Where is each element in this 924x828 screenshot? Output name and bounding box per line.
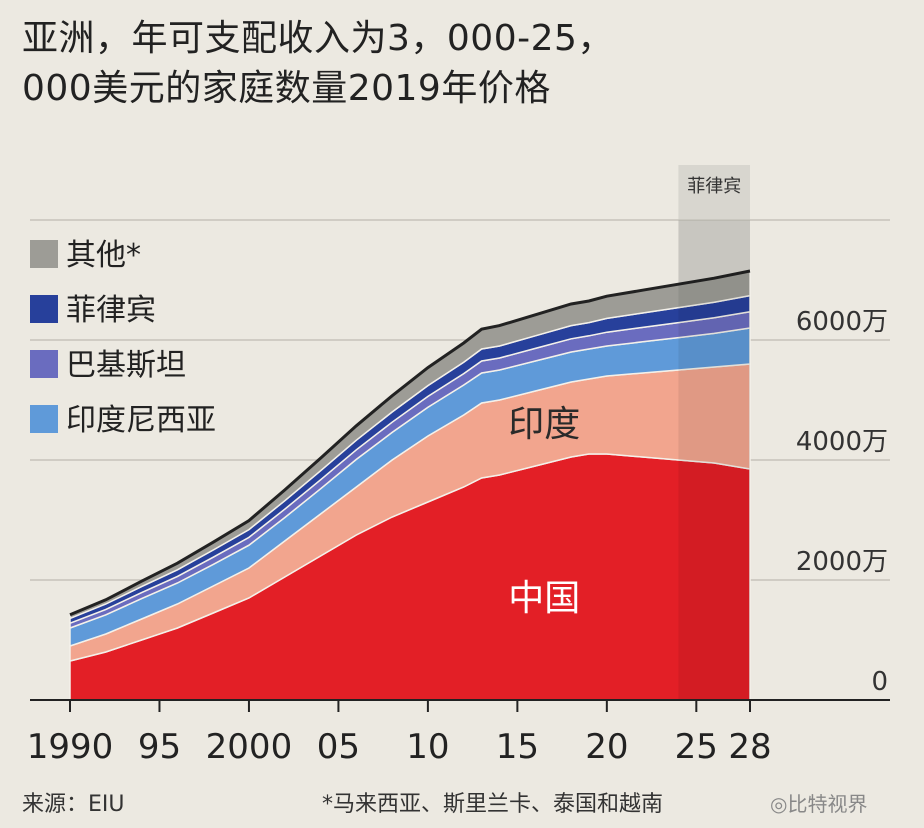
source-note: 来源：EIU <box>22 792 125 817</box>
x-tick-label: 05 <box>317 727 360 767</box>
legend-swatch <box>30 405 58 433</box>
forecast-label: 菲律宾 <box>687 176 741 197</box>
x-tick-label: 20 <box>585 727 628 767</box>
x-tick-label: 1990 <box>27 727 114 767</box>
y-tick-label: 0 <box>871 667 888 697</box>
x-tick-label: 15 <box>496 727 539 767</box>
legend-label: 巴基斯坦 <box>66 348 186 383</box>
x-tick-label: 28 <box>728 727 771 767</box>
forecast-tint <box>678 220 750 700</box>
legend-swatch <box>30 240 58 268</box>
footnote: *马来西亚、斯里兰卡、泰国和越南 <box>322 792 664 817</box>
x-tick-label: 2000 <box>206 727 293 767</box>
legend-swatch <box>30 350 58 378</box>
y-tick-label: 2000万 <box>796 547 888 577</box>
watermark: ◎比特视界 <box>770 792 868 816</box>
y-tick-label: 4000万 <box>796 427 888 457</box>
legend-swatch <box>30 295 58 323</box>
total-line <box>69 269 751 617</box>
x-tick-label: 95 <box>138 727 181 767</box>
y-tick-label: 6000万 <box>796 307 888 337</box>
series-label: 印度 <box>508 404 580 445</box>
chart-title: 亚洲，年可支配收入为3，000-25， 000美元的家庭数量2019年价格 <box>22 18 614 109</box>
legend-label: 印度尼西亚 <box>66 403 216 438</box>
x-tick-label: 10 <box>406 727 449 767</box>
legend-label: 菲律宾 <box>66 293 156 328</box>
series-label: 中国 <box>508 578 580 619</box>
x-tick-label: 25 <box>675 727 718 767</box>
legend-label: 其他* <box>66 238 141 273</box>
